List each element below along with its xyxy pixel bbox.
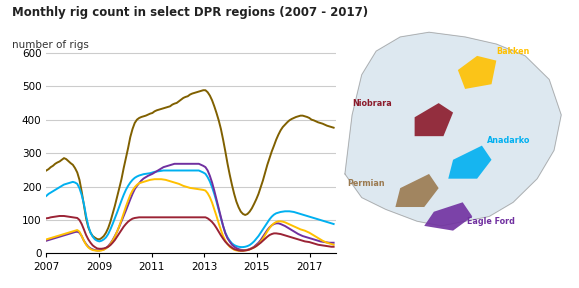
Text: Permian: Permian <box>347 179 385 188</box>
Text: Eagle Ford: Eagle Ford <box>467 217 515 226</box>
Polygon shape <box>345 32 561 226</box>
Text: Bakken: Bakken <box>496 47 530 56</box>
Text: number of rigs: number of rigs <box>12 40 89 50</box>
Polygon shape <box>415 103 453 136</box>
Text: Anadarko: Anadarko <box>487 137 530 145</box>
Polygon shape <box>395 174 439 207</box>
Polygon shape <box>424 202 472 231</box>
Polygon shape <box>448 146 492 179</box>
Text: Niobrara: Niobrara <box>352 98 392 108</box>
Text: Monthly rig count in select DPR regions (2007 - 2017): Monthly rig count in select DPR regions … <box>12 6 368 19</box>
Polygon shape <box>458 56 496 89</box>
